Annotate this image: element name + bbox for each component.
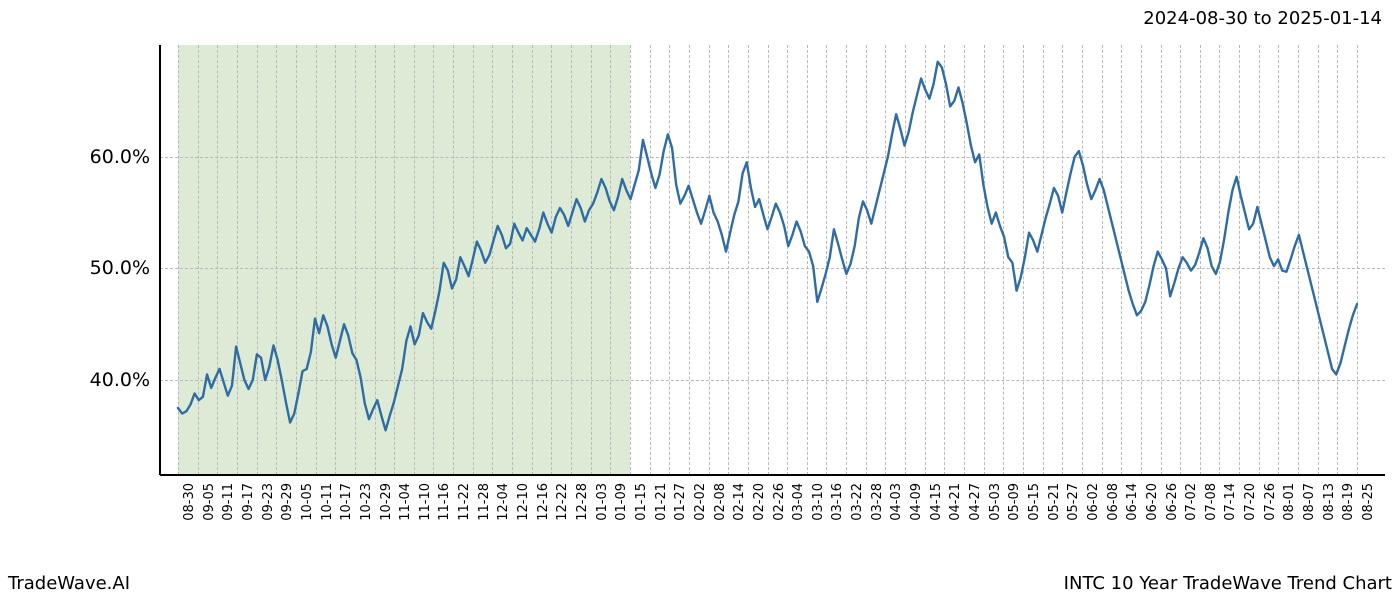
xtick-label: 12-22 (555, 483, 570, 543)
xtick-label: 09-29 (280, 483, 295, 543)
chart-root: 2024-08-30 to 2025-01-14 40.0% 50.0% 60.0%… (0, 0, 1400, 600)
xtick-label: 04-09 (909, 483, 924, 543)
xtick-label: 08-13 (1322, 483, 1337, 543)
y-axis-line (159, 45, 160, 475)
xtick-label: 08-01 (1282, 483, 1297, 543)
xtick-label: 04-21 (948, 483, 963, 543)
xtick-label: 07-26 (1263, 483, 1278, 543)
xtick-label: 02-02 (693, 483, 708, 543)
xtick-label: 04-27 (968, 483, 983, 543)
xtick-label: 07-14 (1223, 483, 1238, 543)
xtick-label: 01-09 (614, 483, 629, 543)
xtick-label: 11-16 (437, 483, 452, 543)
xtick-label: 11-22 (457, 483, 472, 543)
xtick-label: 07-02 (1184, 483, 1199, 543)
xtick-label: 01-03 (595, 483, 610, 543)
xtick-label: 10-11 (320, 483, 335, 543)
xtick-label: 01-21 (654, 483, 669, 543)
trend-line (160, 45, 1385, 475)
xtick-label: 03-16 (830, 483, 845, 543)
date-range-label: 2024-08-30 to 2025-01-14 (1143, 8, 1382, 29)
chart-title: INTC 10 Year TradeWave Trend Chart (1064, 573, 1392, 594)
xtick-label: 02-20 (752, 483, 767, 543)
xtick-label: 09-23 (261, 483, 276, 543)
xtick-label: 10-17 (339, 483, 354, 543)
xtick-label: 01-15 (634, 483, 649, 543)
xtick-label: 03-28 (870, 483, 885, 543)
xtick-label: 11-28 (477, 483, 492, 543)
xtick-label: 06-02 (1086, 483, 1101, 543)
xtick-label: 01-27 (673, 483, 688, 543)
xtick-label: 07-20 (1243, 483, 1258, 543)
xtick-label: 03-22 (850, 483, 865, 543)
xtick-label: 09-11 (221, 483, 236, 543)
ytick-label: 50.0% (70, 257, 150, 279)
xtick-label: 06-20 (1145, 483, 1160, 543)
xtick-label: 05-27 (1066, 483, 1081, 543)
xtick-label: 04-03 (889, 483, 904, 543)
xtick-label: 02-14 (732, 483, 747, 543)
xtick-label: 04-15 (929, 483, 944, 543)
xtick-label: 03-04 (791, 483, 806, 543)
xtick-label: 08-30 (182, 483, 197, 543)
xtick-label: 11-04 (398, 483, 413, 543)
ytick-label: 60.0% (70, 146, 150, 168)
xtick-label: 10-05 (300, 483, 315, 543)
xtick-label: 10-29 (379, 483, 394, 543)
xtick-label: 09-17 (241, 483, 256, 543)
xtick-label: 05-03 (988, 483, 1003, 543)
xtick-label: 06-26 (1165, 483, 1180, 543)
plot-area (160, 45, 1385, 475)
xtick-label: 05-15 (1027, 483, 1042, 543)
xtick-label: 06-08 (1106, 483, 1121, 543)
xtick-label: 10-23 (359, 483, 374, 543)
trend-path (178, 62, 1357, 431)
xtick-label: 09-05 (202, 483, 217, 543)
xtick-label: 11-10 (418, 483, 433, 543)
xtick-label: 12-10 (516, 483, 531, 543)
xtick-label: 02-08 (713, 483, 728, 543)
xtick-label: 03-10 (811, 483, 826, 543)
xtick-label: 02-26 (772, 483, 787, 543)
xtick-label: 08-07 (1302, 483, 1317, 543)
ytick-label: 40.0% (70, 369, 150, 391)
xtick-label: 05-21 (1047, 483, 1062, 543)
xtick-label: 07-08 (1204, 483, 1219, 543)
xtick-label: 12-28 (575, 483, 590, 543)
xtick-label: 12-16 (536, 483, 551, 543)
xtick-label: 06-14 (1125, 483, 1140, 543)
xtick-label: 08-19 (1341, 483, 1356, 543)
xtick-label: 08-25 (1361, 483, 1376, 543)
xtick-label: 05-09 (1007, 483, 1022, 543)
xtick-label: 12-04 (496, 483, 511, 543)
x-axis-line (160, 474, 1385, 475)
brand-label: TradeWave.AI (8, 573, 130, 594)
